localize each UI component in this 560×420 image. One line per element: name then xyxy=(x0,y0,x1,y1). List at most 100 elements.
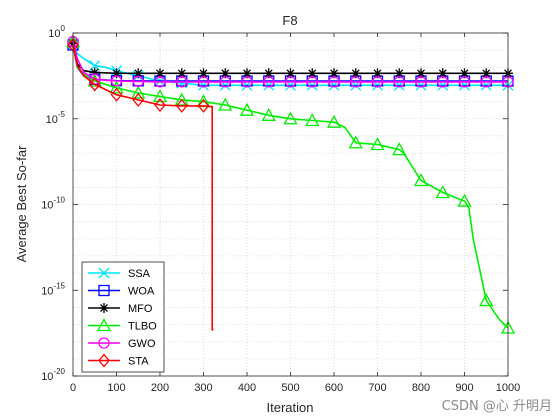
marker-x xyxy=(98,267,110,279)
marker-star xyxy=(285,68,296,79)
legend-label: SSA xyxy=(128,268,151,280)
legend-item-tlbo: TLBO xyxy=(88,318,157,333)
marker-circle xyxy=(241,76,253,88)
marker-triangle xyxy=(305,113,320,127)
marker-circle xyxy=(393,76,405,88)
marker-star xyxy=(242,68,252,79)
marker-circle xyxy=(154,76,166,88)
legend-box xyxy=(81,261,165,373)
marker-star xyxy=(416,68,426,79)
marker-circle xyxy=(110,75,123,87)
marker-triangle xyxy=(392,142,407,156)
marker-circle xyxy=(437,76,449,88)
x-tick-label: 400 xyxy=(238,382,256,394)
marker-circle xyxy=(197,76,210,88)
legend-label: WOA xyxy=(128,286,155,298)
marker-circle xyxy=(480,76,492,88)
marker-triangle xyxy=(283,111,298,125)
marker-diamond xyxy=(98,353,110,368)
marker-triangle xyxy=(261,107,276,121)
marker-star xyxy=(350,68,361,79)
y-tick-label: 10-5 xyxy=(46,110,66,126)
marker-star xyxy=(372,68,383,79)
marker-star xyxy=(394,68,405,79)
marker-diamond xyxy=(132,92,145,107)
legend-label: MFO xyxy=(128,303,153,315)
legend: SSA WOA MFO TLBO GWO STA xyxy=(81,261,165,373)
x-tick-label: 0 xyxy=(70,382,76,394)
marker-star xyxy=(198,68,209,79)
x-tick-label: 1000 xyxy=(496,382,520,394)
marker-triangle xyxy=(413,173,429,187)
marker-triangle xyxy=(152,89,168,103)
marker-circle xyxy=(458,76,471,88)
marker-star xyxy=(437,68,448,79)
marker-triangle xyxy=(239,102,255,116)
legend-label: GWO xyxy=(128,338,156,350)
legend-item-sta: STA xyxy=(88,353,149,368)
x-tick-label: 500 xyxy=(281,382,299,394)
marker-star xyxy=(155,68,165,79)
x-tick-label: 100 xyxy=(107,382,125,394)
ticks: 0 100 200 300 400 500 600 700 800 900 1000 10-20 10-… xyxy=(41,24,520,394)
marker-diamond xyxy=(88,77,101,92)
series-line xyxy=(72,44,214,331)
marker-triangle xyxy=(174,92,189,106)
marker-circle xyxy=(371,76,384,88)
chart-title: F8 xyxy=(282,13,297,28)
marker-circle xyxy=(176,76,188,88)
marker-circle xyxy=(328,76,340,88)
marker-star xyxy=(220,68,231,79)
marker-circle xyxy=(284,76,297,88)
y-tick-label: 10-15 xyxy=(41,281,65,297)
marker-star xyxy=(89,67,100,78)
legend-item-mfo: MFO xyxy=(88,303,153,315)
series-tlbo xyxy=(65,34,516,334)
marker-star xyxy=(459,68,470,79)
marker-triangle xyxy=(218,97,233,111)
marker-star xyxy=(263,68,274,79)
x-axis-label: Iteration xyxy=(267,400,314,415)
marker-circle xyxy=(263,76,275,88)
marker-star xyxy=(111,68,122,79)
x-tick-label: 200 xyxy=(151,382,169,394)
marker-diamond xyxy=(110,87,123,102)
marker-star xyxy=(307,68,318,79)
marker-triangle xyxy=(326,114,342,128)
marker-triangle xyxy=(109,80,124,94)
marker-triangle xyxy=(348,135,363,149)
marker-triangle xyxy=(370,137,385,151)
watermark: CSDN @心 升明月 xyxy=(441,399,552,414)
legend-label: STA xyxy=(128,356,149,368)
x-tick-label: 700 xyxy=(368,382,386,394)
y-axis-label: Average Best So-far xyxy=(14,145,29,262)
marker-triangle xyxy=(96,318,112,332)
marker-triangle xyxy=(87,73,102,87)
marker-triangle xyxy=(435,185,450,199)
marker-star xyxy=(329,68,339,79)
marker-circle xyxy=(415,76,427,88)
y-tick-label: 10-10 xyxy=(41,196,65,212)
marker-star xyxy=(133,68,144,79)
marker-diamond xyxy=(197,98,210,113)
y-tick-label: 100 xyxy=(48,24,65,40)
y-tick-label: 10-20 xyxy=(41,367,65,383)
marker-circle xyxy=(350,76,362,88)
marker-star xyxy=(176,68,187,79)
series-line xyxy=(72,41,509,329)
x-tick-label: 800 xyxy=(412,382,430,394)
legend-item-gwo: GWO xyxy=(88,337,156,350)
series-sta xyxy=(67,37,214,331)
marker-triangle xyxy=(457,193,472,207)
marker-diamond xyxy=(154,98,166,113)
marker-triangle xyxy=(131,85,146,99)
marker-circle xyxy=(132,75,144,88)
marker-square xyxy=(98,284,110,297)
marker-diamond xyxy=(175,98,188,113)
x-tick-label: 600 xyxy=(325,382,343,394)
marker-circle xyxy=(98,337,110,349)
marker-triangle xyxy=(479,293,494,307)
marker-circle xyxy=(306,76,318,88)
marker-circle xyxy=(219,76,231,88)
